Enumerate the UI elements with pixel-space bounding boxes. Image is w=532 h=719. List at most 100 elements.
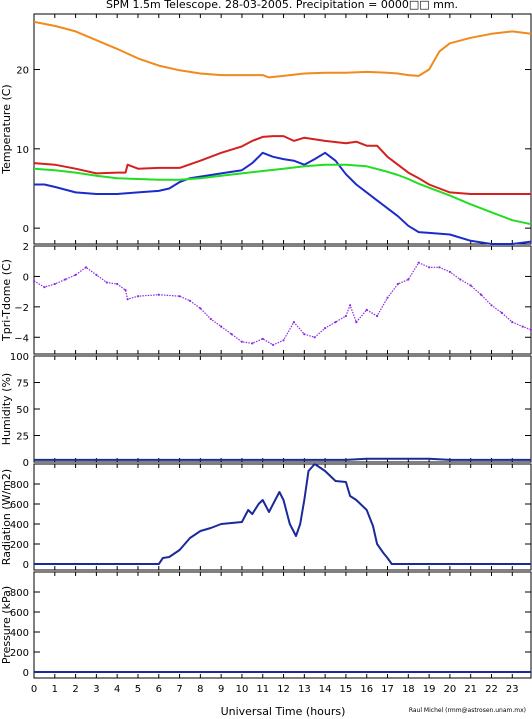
data-point xyxy=(376,314,379,318)
chart-title: SPM 1.5m Telescope. 28-03-2005. Precipit… xyxy=(106,0,458,11)
data-point xyxy=(251,342,254,345)
x-tick-label: 15 xyxy=(340,684,353,695)
data-point xyxy=(448,270,451,273)
data-point xyxy=(365,308,368,311)
y-tick-label: −2 xyxy=(14,303,29,314)
data-point xyxy=(43,286,46,289)
x-tick-label: 9 xyxy=(218,684,224,695)
y-tick-label: 600 xyxy=(10,608,29,619)
data-point xyxy=(511,321,514,324)
data-point xyxy=(220,325,223,328)
data-point xyxy=(240,340,243,343)
data-point xyxy=(355,321,358,324)
data-point xyxy=(136,295,140,298)
data-point xyxy=(292,321,295,324)
x-tick-label: 21 xyxy=(464,684,477,695)
x-tick-label: 5 xyxy=(135,684,141,695)
data-point xyxy=(199,307,202,310)
x-tick-label: 22 xyxy=(485,684,498,695)
x-tick-label: 13 xyxy=(298,684,311,695)
x-tick-label: 11 xyxy=(256,684,269,695)
x-tick-label: 23 xyxy=(506,684,519,695)
data-point xyxy=(178,295,181,298)
data-point xyxy=(272,343,275,346)
panel-frame xyxy=(33,355,532,463)
x-axis-label: Universal Time (hours) xyxy=(221,705,346,718)
y-tick-label: 800 xyxy=(10,588,29,599)
y-tick-label: 0 xyxy=(23,272,29,283)
data-point xyxy=(490,304,493,307)
series-line-orange xyxy=(33,20,532,79)
data-point xyxy=(209,317,212,321)
x-tick-label: 17 xyxy=(381,684,394,695)
x-tick-label: 6 xyxy=(156,684,162,695)
x-tick-label: 7 xyxy=(176,684,182,695)
y-tick-label: 0 xyxy=(23,458,29,469)
data-point xyxy=(521,325,524,328)
time-axis: 0 1 2 3 4 5 6 7 8 9 10 11 12 13 14 15 16 17 18 19 20 21 22 23 xyxy=(31,684,519,695)
series-line-red xyxy=(33,135,531,195)
data-point xyxy=(188,299,192,302)
y-tick-label: 600 xyxy=(10,500,29,511)
data-point xyxy=(417,261,420,264)
data-point xyxy=(344,314,347,318)
y-tick-label: 25 xyxy=(16,432,29,443)
series-line-purple xyxy=(33,261,532,346)
data-point xyxy=(105,281,108,284)
series-line-navy xyxy=(34,463,531,565)
data-point xyxy=(32,279,36,283)
x-tick-label: 1 xyxy=(52,684,58,695)
data-point xyxy=(529,328,532,331)
data-point xyxy=(407,278,410,281)
data-point xyxy=(303,333,306,336)
data-point xyxy=(53,282,56,286)
x-tick-label: 0 xyxy=(31,684,37,695)
data-point xyxy=(386,296,389,299)
x-tick-label: 20 xyxy=(444,684,457,695)
y-tick-label: 200 xyxy=(10,648,29,659)
data-point xyxy=(349,304,352,307)
series-line-navy xyxy=(34,457,531,461)
series-line-blue xyxy=(34,151,532,245)
panel-frame xyxy=(33,245,532,355)
y-tick-label: 800 xyxy=(10,480,29,491)
x-tick-label: 3 xyxy=(93,684,99,695)
y-tick-label: 10 xyxy=(16,145,29,156)
data-point xyxy=(428,266,431,269)
data-point xyxy=(282,339,285,342)
data-point xyxy=(334,321,337,324)
data-point xyxy=(64,278,67,281)
y-tick-label: 100 xyxy=(10,352,29,363)
y-tick-label: 0 xyxy=(23,224,29,235)
y-tick-label: 400 xyxy=(10,520,29,531)
data-point xyxy=(84,266,88,269)
x-tick-label: 16 xyxy=(360,684,373,695)
y-tick-label: 75 xyxy=(16,379,29,390)
data-point xyxy=(396,282,399,286)
y-axis-label-humidity: Humidity (%) xyxy=(0,373,13,445)
y-axis-label-temperature-c: Temperature (C) xyxy=(0,84,13,174)
author-credit: Raul Michel (rmm@astrosen.unam.mx) xyxy=(409,707,526,714)
data-point xyxy=(261,337,264,340)
panel-humidity: 0 25 50 75 100 Humidity (%) xyxy=(0,352,532,469)
y-tick-label: 0 xyxy=(23,668,29,679)
data-point xyxy=(95,273,98,276)
data-point xyxy=(74,273,77,276)
data-point xyxy=(157,293,160,296)
y-tick-label: 0 xyxy=(23,560,29,571)
x-tick-label: 8 xyxy=(197,684,203,695)
y-axis-label-tpri-tdome-c: Tpri-Tdome (C) xyxy=(0,259,13,342)
panel-frame xyxy=(33,463,532,571)
data-point xyxy=(230,333,233,336)
y-tick-label: 20 xyxy=(16,66,29,77)
data-point xyxy=(126,298,129,301)
x-tick-label: 2 xyxy=(72,684,78,695)
data-point xyxy=(500,311,503,314)
data-point xyxy=(469,284,472,287)
y-tick-label: 50 xyxy=(16,405,29,416)
x-tick-label: 10 xyxy=(236,684,249,695)
x-tick-label: 19 xyxy=(423,684,436,695)
